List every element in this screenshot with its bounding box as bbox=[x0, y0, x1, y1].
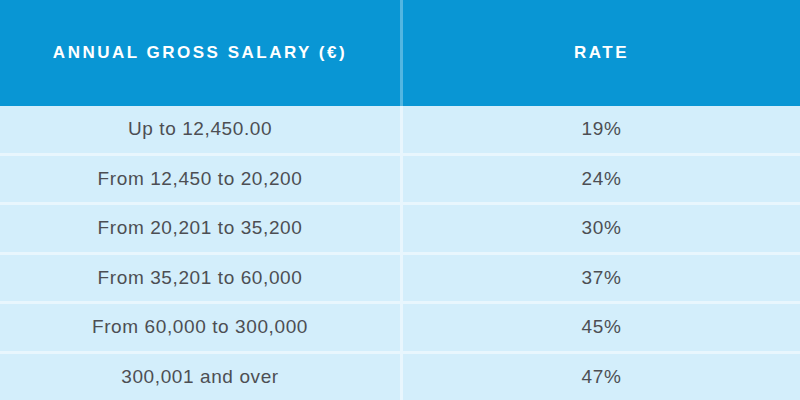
salary-cell: From 60,000 to 300,000 bbox=[0, 304, 400, 351]
rate-cell: 47% bbox=[400, 354, 800, 400]
table-row: From 12,450 to 20,200 24% bbox=[0, 153, 800, 203]
tax-rate-table: ANNUAL GROSS SALARY (€) RATE Up to 12,45… bbox=[0, 0, 800, 400]
salary-cell: 300,001 and over bbox=[0, 354, 400, 400]
table-row: From 60,000 to 300,000 45% bbox=[0, 301, 800, 351]
salary-cell: From 12,450 to 20,200 bbox=[0, 156, 400, 203]
salary-cell: From 35,201 to 60,000 bbox=[0, 255, 400, 302]
salary-cell: Up to 12,450.00 bbox=[0, 106, 400, 153]
column-header-salary: ANNUAL GROSS SALARY (€) bbox=[0, 0, 400, 106]
table-row: 300,001 and over 47% bbox=[0, 351, 800, 400]
table-row: Up to 12,450.00 19% bbox=[0, 106, 800, 153]
table-body: Up to 12,450.00 19% From 12,450 to 20,20… bbox=[0, 106, 800, 400]
rate-cell: 30% bbox=[400, 205, 800, 252]
rate-cell: 45% bbox=[400, 304, 800, 351]
table-row: From 20,201 to 35,200 30% bbox=[0, 202, 800, 252]
salary-cell: From 20,201 to 35,200 bbox=[0, 205, 400, 252]
table-header-row: ANNUAL GROSS SALARY (€) RATE bbox=[0, 0, 800, 106]
table-row: From 35,201 to 60,000 37% bbox=[0, 252, 800, 302]
rate-cell: 24% bbox=[400, 156, 800, 203]
column-header-rate: RATE bbox=[400, 0, 800, 106]
rate-cell: 37% bbox=[400, 255, 800, 302]
rate-cell: 19% bbox=[400, 106, 800, 153]
